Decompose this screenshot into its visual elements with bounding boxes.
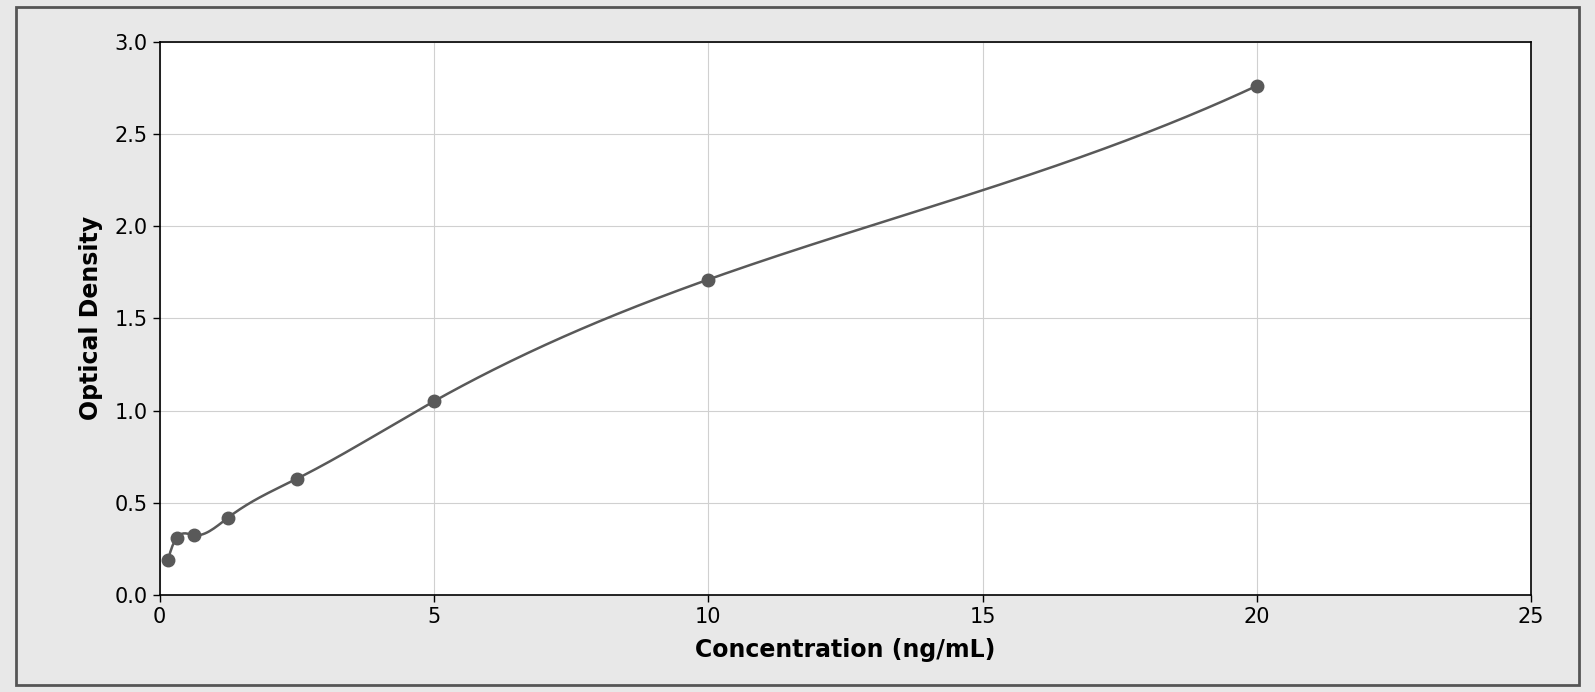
X-axis label: Concentration (ng/mL): Concentration (ng/mL): [695, 638, 995, 662]
Y-axis label: Optical Density: Optical Density: [80, 217, 104, 420]
